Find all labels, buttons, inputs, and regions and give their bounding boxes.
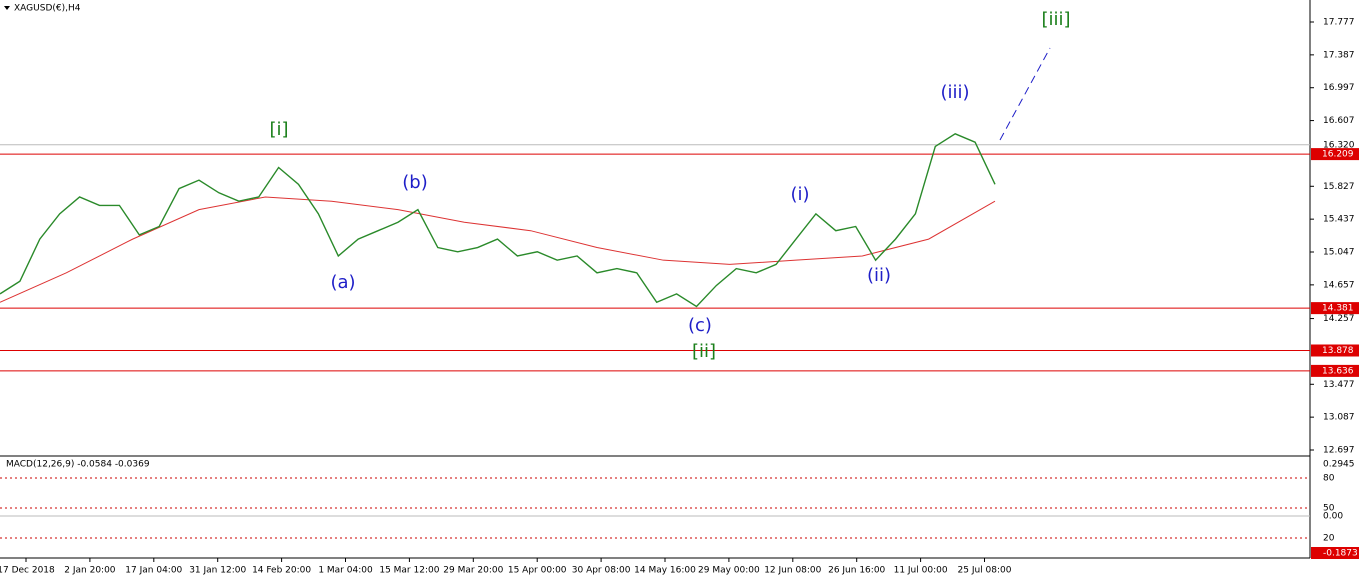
time-label: 14 Feb 20:00 (252, 566, 311, 576)
level-tag (1311, 302, 1359, 315)
price-tick-label: 17.777 (1323, 18, 1355, 28)
macd-axis-label: 0.00 (1323, 512, 1343, 522)
symbol-label: XAGUSD(€),H4 (14, 4, 81, 14)
time-label: 11 Jul 00:00 (894, 566, 948, 576)
time-label: 14 May 16:00 (634, 566, 696, 576)
wave-label: (ii) (867, 265, 891, 286)
menu-triangle (4, 6, 10, 10)
level-label: 13.636 (1322, 366, 1354, 376)
macd-axis-label: 80 (1323, 474, 1335, 484)
time-label: 1 Mar 04:00 (318, 566, 373, 576)
time-label: 25 Jul 08:00 (958, 566, 1012, 576)
slow-ma-line (0, 196, 996, 303)
price-tick-label: 16.607 (1323, 116, 1355, 126)
wave-label: [iii] (1041, 9, 1070, 30)
macd-axis-label: 50 (1323, 504, 1335, 514)
wave-label: (c) (688, 315, 712, 336)
current-price-label: 16.320 (1323, 140, 1355, 150)
price-tick-label: 15.437 (1323, 215, 1355, 225)
wave-label: [i] (269, 119, 288, 140)
time-label: 15 Mar 12:00 (379, 566, 439, 576)
level-tag (1311, 148, 1359, 161)
level-label: 16.209 (1322, 150, 1354, 160)
price-tick-label: 14.257 (1323, 314, 1355, 324)
time-label: 15 Apr 00:00 (508, 566, 567, 576)
price-tick-label: 17.387 (1323, 50, 1355, 60)
time-label: 26 Jun 16:00 (828, 566, 885, 576)
time-label: 12 Jun 08:00 (764, 566, 821, 576)
level-label: 14.381 (1322, 304, 1354, 314)
time-label: 29 Mar 20:00 (443, 566, 503, 576)
level-tag (1311, 344, 1359, 357)
price-tick-label: 12.697 (1323, 446, 1355, 456)
wave-label: (iii) (940, 82, 969, 103)
price-tick-label: 16.997 (1323, 83, 1355, 93)
wave-label: (i) (790, 184, 809, 205)
wave-label: (a) (330, 272, 355, 293)
price-tick-label: 14.657 (1323, 280, 1355, 290)
macd-axis-label: -0.1873 (1323, 549, 1358, 559)
price-line (0, 133, 996, 308)
price-tick-label: 13.477 (1323, 380, 1355, 390)
time-label: 17 Dec 2018 (0, 566, 55, 576)
time-label: 17 Jan 04:00 (125, 566, 182, 576)
level-label: 13.878 (1322, 346, 1354, 356)
time-label: 30 Apr 08:00 (572, 566, 631, 576)
macd-axis-label: 0.2945 (1323, 460, 1355, 470)
price-tick-label: 13.087 (1323, 413, 1355, 423)
price-tick-label: 15.827 (1323, 182, 1355, 192)
time-label: 2 Jan 20:00 (64, 566, 116, 576)
level-tag (1311, 364, 1359, 377)
macd-tag (1311, 547, 1359, 559)
price-tick-label: 15.047 (1323, 248, 1355, 258)
wave-label: (b) (402, 172, 427, 193)
time-label: 29 May 00:00 (698, 566, 760, 576)
projection-line (999, 47, 1051, 141)
time-label: 31 Jan 12:00 (189, 566, 246, 576)
wave-label: [ii] (692, 341, 716, 362)
macd-axis-label: 20 (1323, 534, 1335, 544)
macd-title: MACD(12,26,9) -0.0584 -0.0369 (6, 460, 150, 470)
